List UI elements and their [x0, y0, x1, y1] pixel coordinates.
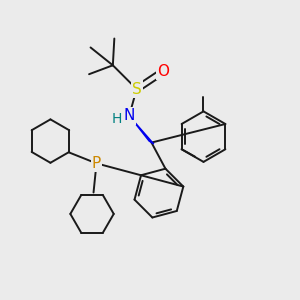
Text: O: O	[158, 64, 169, 79]
Text: S: S	[132, 82, 142, 97]
Text: P: P	[92, 156, 101, 171]
Text: H: H	[112, 112, 122, 126]
Polygon shape	[129, 116, 154, 144]
Text: N: N	[124, 108, 135, 123]
